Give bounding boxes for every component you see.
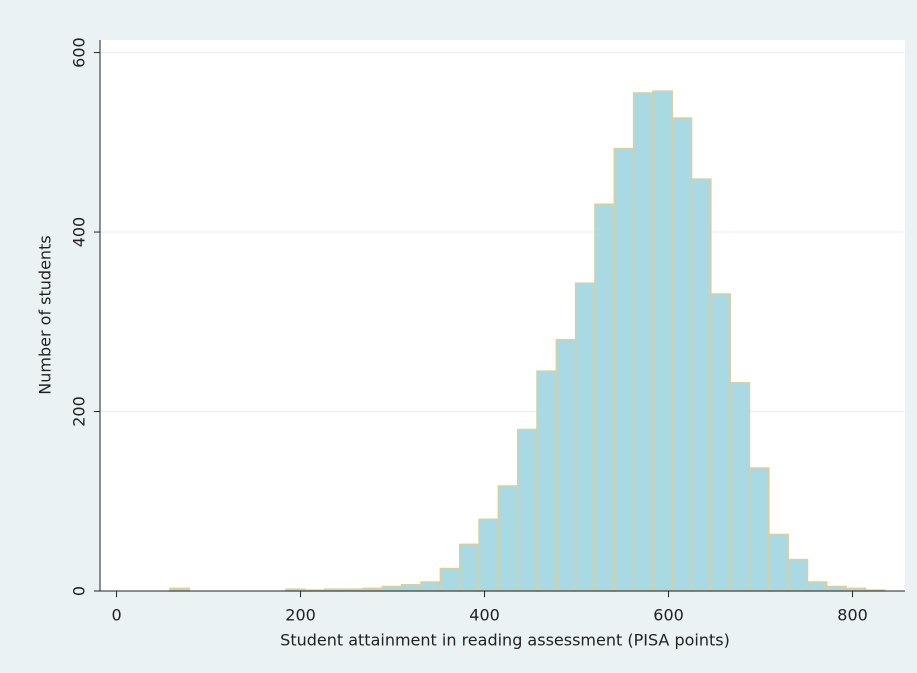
- bar: [652, 90, 673, 592]
- x-tick-label: 800: [837, 606, 868, 625]
- bar: [574, 282, 596, 592]
- bar: [458, 543, 480, 592]
- bar: [671, 117, 693, 592]
- bar: [806, 581, 828, 592]
- y-tick-label: 0: [70, 586, 89, 596]
- x-tick-label: 0: [111, 606, 121, 625]
- y-tick-label: 600: [70, 37, 89, 68]
- bar: [826, 585, 847, 592]
- bar: [787, 558, 809, 592]
- bar: [439, 567, 461, 592]
- bar: [497, 485, 519, 592]
- x-tick-label: 600: [653, 606, 684, 625]
- bar: [381, 585, 403, 592]
- bar: [632, 92, 654, 592]
- bar: [690, 178, 712, 592]
- y-tick-label: 400: [70, 217, 89, 248]
- bar: [401, 583, 422, 592]
- bar: [516, 428, 538, 592]
- bar: [710, 293, 731, 592]
- y-axis-label: Number of students: [36, 235, 55, 394]
- x-tick-label: 400: [469, 606, 500, 625]
- x-axis-label: Student attainment in reading assessment…: [280, 631, 730, 650]
- bar: [729, 382, 751, 592]
- bar: [555, 338, 577, 592]
- bar: [768, 533, 789, 592]
- bar: [536, 370, 558, 592]
- bar: [748, 467, 770, 592]
- bar: [478, 518, 500, 592]
- bar: [613, 147, 635, 592]
- bar: [420, 581, 442, 592]
- bar: [594, 203, 616, 592]
- x-tick-label: 200: [285, 606, 316, 625]
- y-tick-label: 200: [70, 396, 89, 427]
